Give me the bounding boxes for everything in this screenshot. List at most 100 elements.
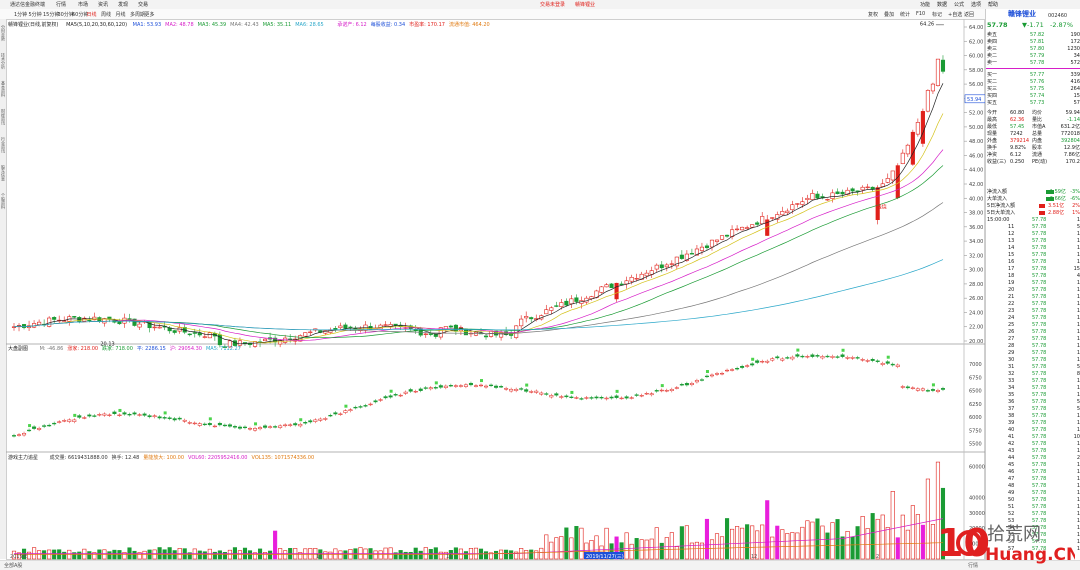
- market-tab[interactable]: 全部A股: [4, 563, 23, 569]
- volume-bar[interactable]: [915, 514, 920, 560]
- price-candle[interactable]: [755, 222, 760, 225]
- volume-bar[interactable]: [825, 532, 830, 560]
- volume-bar[interactable]: [463, 551, 468, 560]
- price-candle[interactable]: [222, 346, 227, 348]
- volume-bar[interactable]: [850, 536, 855, 560]
- volume-bar[interactable]: [443, 551, 448, 560]
- price-candle[interactable]: [383, 324, 388, 326]
- volume-bar[interactable]: [905, 529, 910, 560]
- volume-bar[interactable]: [634, 538, 639, 560]
- price-candle[interactable]: [127, 318, 132, 320]
- price-candle[interactable]: [674, 256, 679, 267]
- volume-bar[interactable]: [925, 478, 930, 560]
- volume-bar[interactable]: [810, 521, 815, 560]
- volume-bar[interactable]: [504, 549, 509, 560]
- volume-bar[interactable]: [649, 538, 654, 560]
- volume-bar[interactable]: [222, 551, 227, 560]
- period-tab[interactable]: 周线: [101, 12, 112, 18]
- volume-bar[interactable]: [268, 550, 273, 560]
- volume-bar[interactable]: [458, 548, 463, 560]
- price-candle[interactable]: [689, 253, 694, 255]
- price-candle[interactable]: [37, 321, 42, 326]
- price-candle[interactable]: [699, 246, 705, 251]
- volume-bar[interactable]: [343, 550, 348, 560]
- price-candle[interactable]: [619, 283, 624, 286]
- volume-bar[interactable]: [885, 527, 890, 560]
- volume-bar[interactable]: [514, 551, 519, 560]
- price-candle[interactable]: [529, 317, 534, 320]
- volume-bar[interactable]: [689, 542, 694, 560]
- volume-bar[interactable]: [840, 536, 845, 560]
- kline-chart-area[interactable]: 64.0062.0060.0058.0056.0054.0052.0050.00…: [6, 19, 985, 560]
- volume-bar[interactable]: [142, 550, 147, 560]
- volume-bar[interactable]: [699, 542, 705, 560]
- left-tab[interactable]: 股东信息: [1, 165, 6, 181]
- volume-bar[interactable]: [770, 536, 775, 560]
- price-candle[interactable]: [704, 245, 710, 249]
- price-candle[interactable]: [549, 307, 554, 311]
- volume-bar[interactable]: [775, 525, 780, 560]
- volume-bar[interactable]: [629, 543, 634, 560]
- price-candle[interactable]: [192, 332, 197, 334]
- volume-bar[interactable]: [257, 548, 263, 560]
- price-candle[interactable]: [750, 224, 755, 228]
- price-candle[interactable]: [629, 276, 634, 282]
- price-candle[interactable]: [935, 58, 941, 86]
- price-candle[interactable]: [709, 239, 715, 248]
- volume-bar[interactable]: [393, 552, 398, 560]
- volume-bar[interactable]: [363, 548, 368, 560]
- price-candle[interactable]: [940, 59, 946, 72]
- volume-bar[interactable]: [875, 518, 880, 560]
- quote-tab[interactable]: 行情: [968, 563, 979, 569]
- toolbar-button[interactable]: 标记: [932, 12, 943, 18]
- price-candle[interactable]: [197, 332, 202, 336]
- volume-bar[interactable]: [860, 516, 865, 560]
- price-candle[interactable]: [810, 193, 815, 200]
- price-candle[interactable]: [669, 263, 674, 265]
- price-candle[interactable]: [423, 333, 428, 336]
- menu-item[interactable]: 发现: [118, 2, 129, 8]
- price-candle[interactable]: [483, 335, 489, 338]
- price-candle[interactable]: [880, 183, 885, 187]
- left-tab[interactable]: 行业资讯: [1, 137, 6, 153]
- volume-bar[interactable]: [554, 537, 559, 560]
- volume-bar[interactable]: [544, 534, 549, 560]
- right-menu-item[interactable]: 公式: [954, 2, 965, 8]
- volume-bar[interactable]: [77, 551, 82, 560]
- price-candle[interactable]: [137, 323, 142, 328]
- volume-bar[interactable]: [664, 537, 669, 560]
- volume-bar[interactable]: [37, 550, 42, 560]
- period-tab[interactable]: 多周期: [130, 12, 146, 18]
- period-tab[interactable]: 更多: [144, 12, 155, 18]
- volume-bar[interactable]: [499, 549, 504, 560]
- volume-bar[interactable]: [107, 551, 112, 560]
- menu-item[interactable]: 市场: [78, 2, 89, 8]
- volume-bar[interactable]: [735, 526, 740, 560]
- volume-bar[interactable]: [252, 552, 258, 560]
- volume-bar[interactable]: [42, 550, 47, 560]
- toolbar-button[interactable]: 统计: [900, 12, 911, 18]
- price-candle[interactable]: [599, 286, 604, 293]
- price-candle[interactable]: [609, 283, 614, 289]
- volume-bar[interactable]: [890, 491, 895, 560]
- volume-bar[interactable]: [247, 550, 253, 560]
- volume-bar[interactable]: [529, 549, 534, 560]
- volume-bar[interactable]: [800, 526, 805, 560]
- volume-bar[interactable]: [745, 524, 750, 560]
- volume-bar[interactable]: [273, 530, 278, 560]
- volume-bar[interactable]: [21, 548, 27, 560]
- volume-bar[interactable]: [403, 551, 408, 560]
- price-candle[interactable]: [207, 332, 212, 339]
- price-candle[interactable]: [237, 340, 243, 346]
- volume-bar[interactable]: [298, 552, 303, 560]
- price-candle[interactable]: [87, 319, 92, 322]
- volume-bar[interactable]: [920, 524, 925, 560]
- price-candle[interactable]: [830, 192, 835, 199]
- price-candle[interactable]: [850, 188, 855, 192]
- price-candle[interactable]: [519, 318, 524, 327]
- price-candle[interactable]: [333, 328, 338, 330]
- toolbar-button[interactable]: +自选: [948, 12, 963, 18]
- volume-bar[interactable]: [930, 524, 935, 560]
- price-candle[interactable]: [343, 324, 348, 329]
- price-candle[interactable]: [227, 340, 232, 348]
